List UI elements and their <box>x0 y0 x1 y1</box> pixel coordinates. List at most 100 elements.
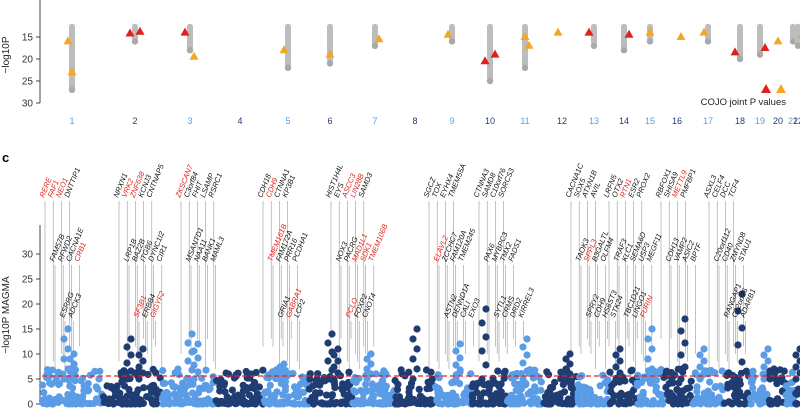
magma-peak-point <box>566 350 574 358</box>
magma-point <box>364 399 372 407</box>
top-y-tick-label: 20 <box>22 55 34 66</box>
magma-point <box>228 386 236 394</box>
magma-peak-point <box>792 375 800 383</box>
magma-point <box>526 398 534 406</box>
c-y-axis-title: −log10P MAGMA <box>1 276 12 354</box>
magma-point <box>448 399 456 408</box>
grey-snp-point <box>590 42 598 49</box>
magma-peak-point <box>738 324 746 332</box>
grey-snp-point <box>646 38 654 45</box>
magma-point <box>306 375 314 383</box>
cojo-red-triangle <box>730 47 740 56</box>
magma-peak-point <box>123 375 131 383</box>
magma-point <box>737 369 746 377</box>
cojo-red-triangle <box>490 49 500 58</box>
magma-point <box>342 398 350 406</box>
magma-point <box>374 386 382 394</box>
magma-point <box>84 380 92 388</box>
magma-point <box>353 397 361 405</box>
grey-snp-point <box>486 77 494 85</box>
chromosome-label: 19 <box>755 116 765 126</box>
magma-point <box>241 398 250 406</box>
magma-peak-point <box>452 347 460 355</box>
magma-peak-point <box>409 355 417 363</box>
magma-point <box>606 400 615 408</box>
magma-peak-point <box>482 333 490 341</box>
magma-point <box>152 385 160 393</box>
grey-snp-column <box>790 23 796 42</box>
magma-point <box>135 399 143 408</box>
grey-snp-column <box>132 23 138 42</box>
magma-peak-point <box>330 375 338 383</box>
magma-point <box>756 400 764 408</box>
top-y-axis-title: −log10P <box>1 36 12 73</box>
magma-peak-point <box>760 375 768 383</box>
cojo-red-triangle <box>125 28 135 37</box>
magma-point <box>78 396 86 404</box>
magma-point <box>281 377 290 385</box>
grey-snp-column <box>757 23 763 55</box>
magma-point <box>87 400 95 408</box>
gene-label: TMEM106B <box>366 223 389 263</box>
magma-point <box>92 395 101 403</box>
magma-point <box>221 388 229 396</box>
c-y-tick-label: 25 <box>22 275 34 286</box>
magma-point <box>310 399 318 407</box>
magma-point <box>438 400 446 408</box>
magma-point <box>175 371 183 379</box>
magma-point <box>758 384 767 392</box>
magma-peak-point <box>452 375 460 383</box>
magma-point <box>114 392 122 400</box>
magma-point <box>553 391 561 399</box>
cojo-orange-triangle <box>645 27 655 36</box>
chromosome-label: 3 <box>187 116 192 126</box>
magma-point <box>276 400 284 408</box>
magma-point <box>617 391 625 399</box>
magma-point <box>319 400 327 408</box>
magma-peak-point <box>127 335 135 343</box>
chromosome-label: 5 <box>285 116 290 126</box>
magma-peak-point <box>519 343 527 351</box>
magma-peak-point <box>644 375 652 383</box>
magma-point <box>497 380 505 388</box>
magma-peak-point <box>413 345 421 353</box>
magma-point <box>183 394 191 402</box>
magma-point <box>38 381 47 389</box>
magma-point <box>159 367 167 375</box>
magma-point <box>567 382 575 390</box>
magma-point <box>747 400 755 408</box>
magma-peak-point <box>648 365 656 373</box>
grey-snp-point <box>756 51 764 58</box>
grey-snp-column <box>621 23 627 51</box>
magma-peak-point <box>188 330 196 338</box>
chromosome-label: 14 <box>619 116 629 126</box>
magma-peak-point <box>616 345 624 353</box>
chromosome-label: 22 <box>793 116 800 126</box>
magma-point <box>266 381 274 389</box>
magma-peak-point <box>363 355 371 363</box>
magma-point <box>724 384 732 392</box>
magma-peak-point <box>330 351 338 359</box>
magma-point <box>706 378 714 386</box>
magma-peak-point <box>562 375 570 383</box>
magma-point <box>162 399 170 407</box>
magma-point <box>328 392 336 400</box>
magma-peak-point <box>70 360 78 368</box>
magma-peak-point <box>64 325 72 333</box>
magma-point <box>531 383 539 391</box>
magma-point <box>46 379 54 387</box>
magma-point <box>105 395 114 403</box>
magma-peak-point <box>334 357 342 365</box>
magma-peak-point <box>64 345 72 353</box>
magma-point <box>765 396 774 404</box>
magma-point <box>194 389 203 397</box>
magma-point <box>663 371 671 379</box>
magma-point <box>469 397 477 406</box>
c-y-tick-label: 5 <box>27 375 33 386</box>
magma-peak-point <box>523 367 531 375</box>
magma-point <box>40 389 48 397</box>
chromosome-label: 20 <box>773 116 783 126</box>
cojo-orange-triangle <box>443 29 453 38</box>
magma-point <box>415 385 423 393</box>
magma-point <box>692 397 700 406</box>
